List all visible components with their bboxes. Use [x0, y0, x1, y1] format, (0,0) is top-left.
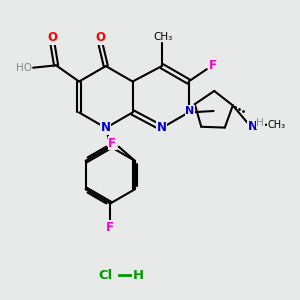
- Text: N: N: [248, 120, 258, 133]
- Text: N: N: [157, 122, 167, 134]
- Text: CH₃: CH₃: [154, 32, 173, 42]
- Text: Cl: Cl: [99, 268, 113, 282]
- Text: F: F: [209, 59, 217, 72]
- Text: H: H: [133, 268, 144, 282]
- Text: O: O: [48, 31, 58, 44]
- Text: N: N: [101, 122, 111, 134]
- Text: HO: HO: [16, 63, 32, 73]
- Text: O: O: [95, 31, 106, 44]
- Text: H: H: [256, 118, 264, 128]
- Text: F: F: [106, 220, 114, 233]
- Text: F: F: [108, 136, 116, 150]
- Text: CH₃: CH₃: [268, 120, 286, 130]
- Text: N: N: [185, 106, 195, 116]
